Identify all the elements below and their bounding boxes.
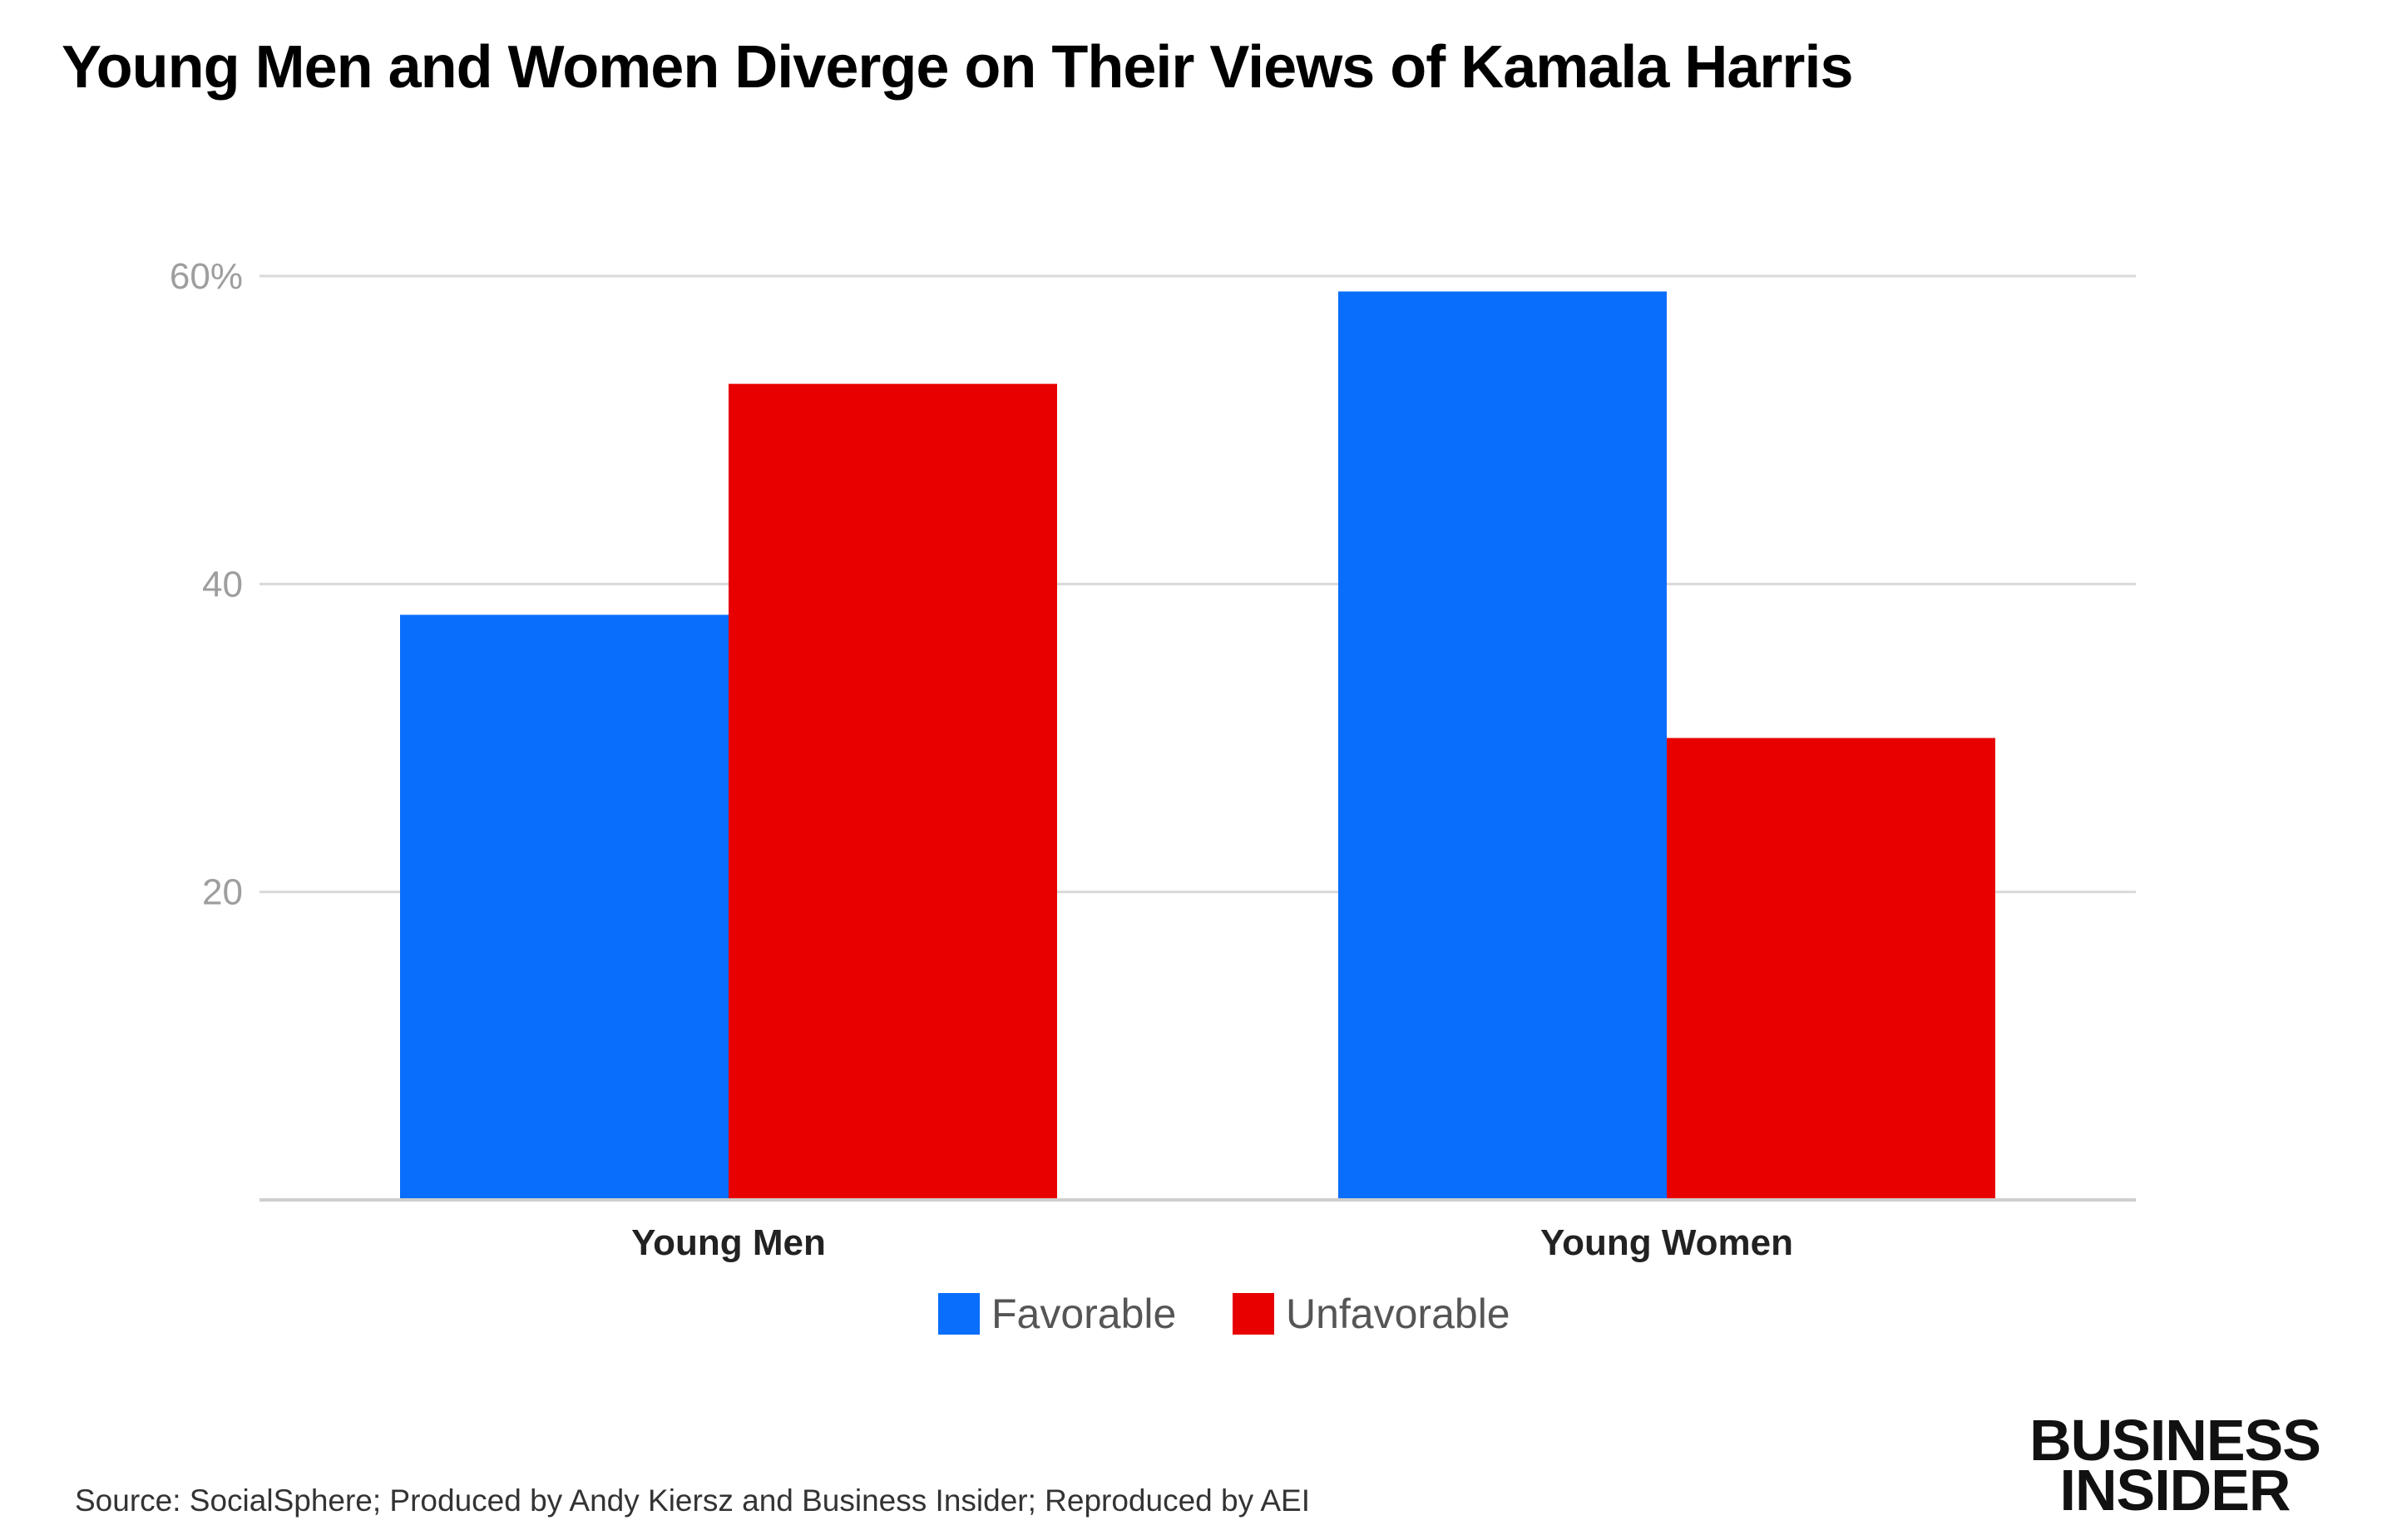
- bar-favorable-young-women: [1338, 291, 1667, 1201]
- legend-swatch-favorable: [938, 1293, 980, 1335]
- legend-label-favorable: Favorable: [991, 1291, 1176, 1337]
- logo-line-1: BUSINESS: [2029, 1408, 2321, 1473]
- x-category-label-0: Young Men: [631, 1222, 826, 1263]
- y-tick-label-20: 20: [202, 872, 243, 913]
- chart-title: Young Men and Women Diverge on Their Vie…: [62, 34, 1853, 101]
- source-note: Source: SocialSphere; Produced by Andy K…: [75, 1483, 1310, 1518]
- bar-favorable-young-men: [400, 615, 729, 1200]
- x-category-label-1: Young Women: [1540, 1222, 1793, 1263]
- legend-label-unfavorable: Unfavorable: [1286, 1291, 1510, 1337]
- tick-labels: 20 40 60% Young Men Young Women: [170, 256, 1793, 1263]
- legend: Favorable Unfavorable: [938, 1291, 1510, 1337]
- bar-unfavorable-young-men: [729, 383, 1057, 1200]
- business-insider-logo: BUSINESS INSIDER: [2029, 1408, 2321, 1523]
- bars: [400, 291, 1995, 1201]
- logo-line-2: INSIDER: [2059, 1458, 2291, 1523]
- legend-swatch-unfavorable: [1233, 1293, 1274, 1335]
- bar-unfavorable-young-women: [1667, 738, 1995, 1200]
- y-tick-label-40: 40: [202, 564, 243, 605]
- bar-chart: 20 40 60% Young Men Young Women Favorable Unf…: [170, 256, 2136, 1337]
- y-tick-label-60: 60%: [170, 256, 243, 297]
